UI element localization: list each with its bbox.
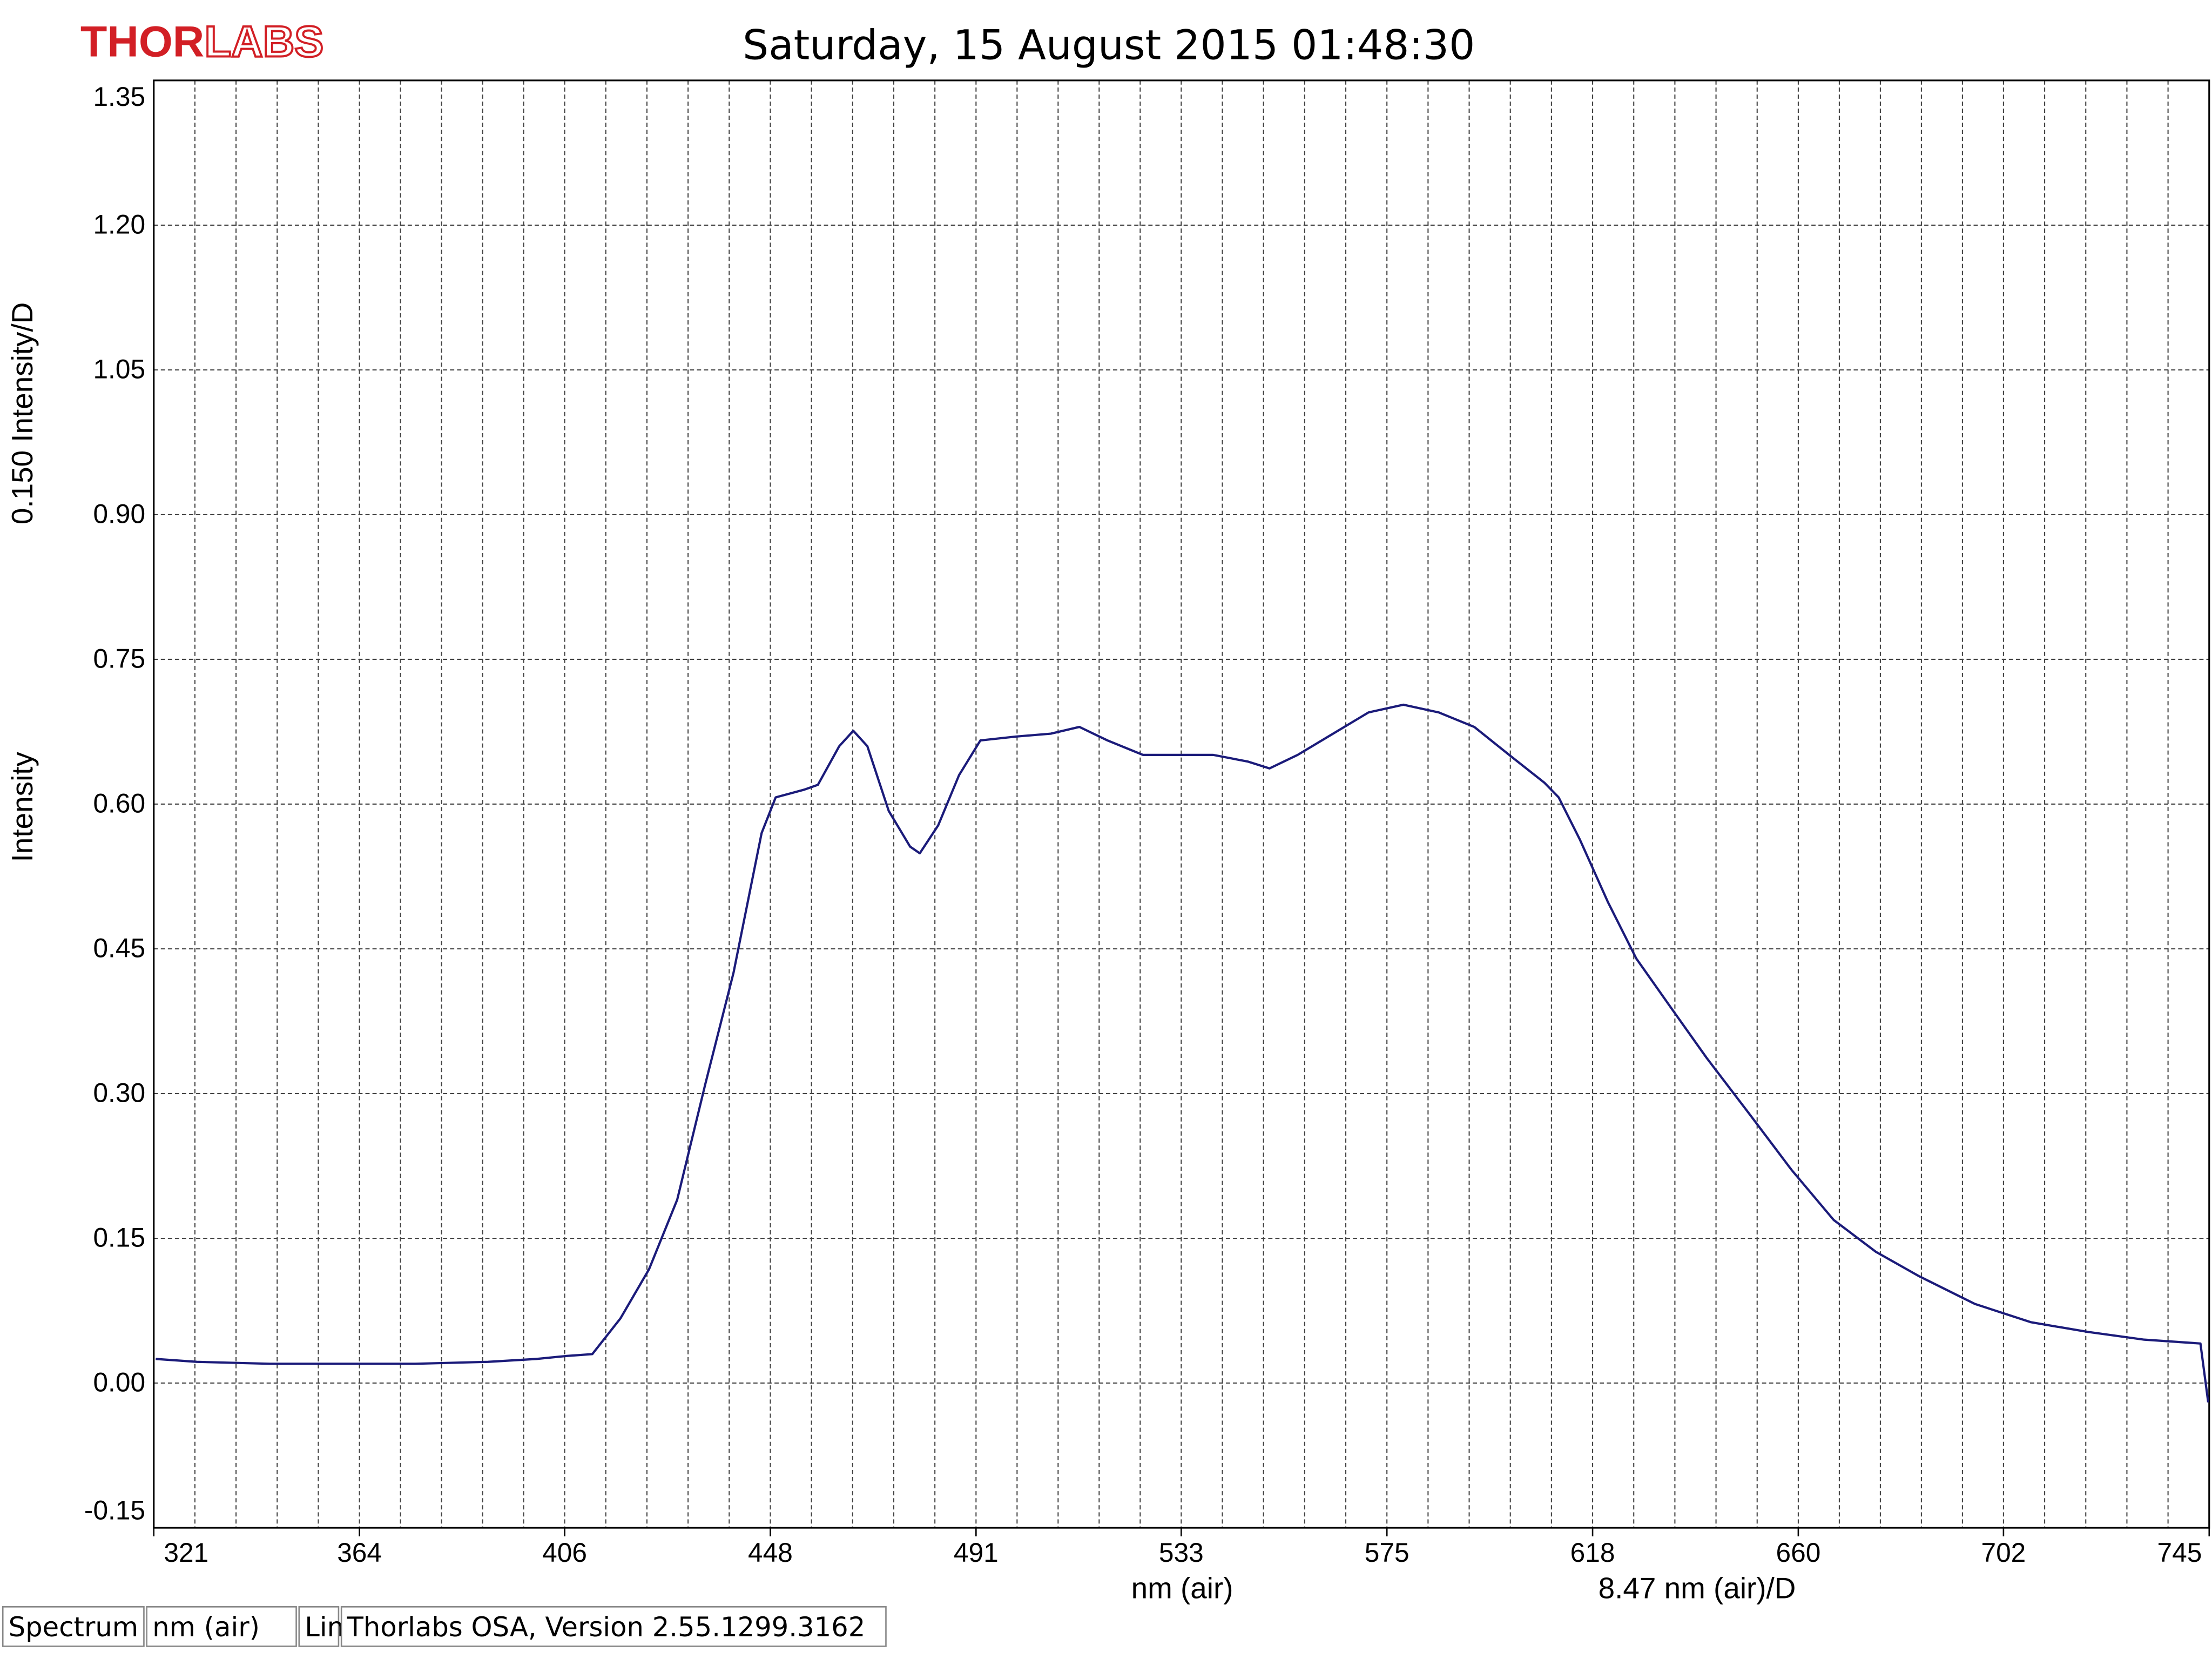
spectrum-line <box>156 703 2210 1403</box>
status-text: Thorlabs OSA, Version 2.55.1299.3162 <box>347 1611 866 1643</box>
x-tick-label: 321 <box>164 1537 208 1568</box>
status-text: Lin <box>305 1611 344 1643</box>
y-tick-label: 0.60 <box>93 788 145 819</box>
x-scale-label: 8.47 nm (air)/D <box>1599 1572 1796 1605</box>
x-tick-label: 575 <box>1365 1537 1410 1568</box>
y-tick-label: 0.15 <box>93 1223 145 1253</box>
x-tick-label: 406 <box>542 1537 587 1568</box>
y-tick-label: 1.35 <box>93 82 145 112</box>
x-tick-label: 491 <box>954 1537 999 1568</box>
status-bar: Spectrum nm (air) Lin Thorlabs OSA, Version… <box>2 1606 887 1647</box>
y-tick-label: 0.00 <box>93 1367 145 1398</box>
x-tick-label: 660 <box>1776 1537 1821 1568</box>
grid <box>153 79 2210 1529</box>
status-cell <box>146 1606 297 1647</box>
logo-outline: LABS <box>205 17 323 66</box>
y-tick-label: 1.05 <box>93 354 145 385</box>
x-tick-label: 702 <box>1981 1537 2026 1568</box>
y-tick-label: 0.90 <box>93 499 145 529</box>
x-tick-label: 618 <box>1570 1537 1615 1568</box>
status-text: Spectrum <box>9 1611 138 1643</box>
x-tick-label: 364 <box>337 1537 382 1568</box>
status-cell <box>2 1606 145 1647</box>
y-tick-label: 0.30 <box>93 1078 145 1108</box>
y-tick-label: 0.45 <box>93 933 145 963</box>
x-tick-label: 745 <box>2157 1537 2202 1568</box>
status-cell <box>340 1606 887 1647</box>
status-cell <box>298 1606 340 1647</box>
y-tick-label: 1.20 <box>93 210 145 240</box>
status-text: nm (air) <box>152 1611 260 1643</box>
x-tick-label: 448 <box>748 1537 793 1568</box>
y-scale-label: 0.150 Intensity/D <box>5 302 39 525</box>
chart-title: Saturday, 15 August 2015 01:48:30 <box>743 22 1475 69</box>
logo-bold: THOR <box>80 17 204 66</box>
x-tick-label: 533 <box>1159 1537 1204 1568</box>
x-axis-label: nm (air) <box>1131 1572 1233 1605</box>
y-axis-label: Intensity <box>5 752 39 862</box>
y-tick-label: -0.15 <box>84 1495 145 1525</box>
y-tick-label: 0.75 <box>93 644 145 674</box>
